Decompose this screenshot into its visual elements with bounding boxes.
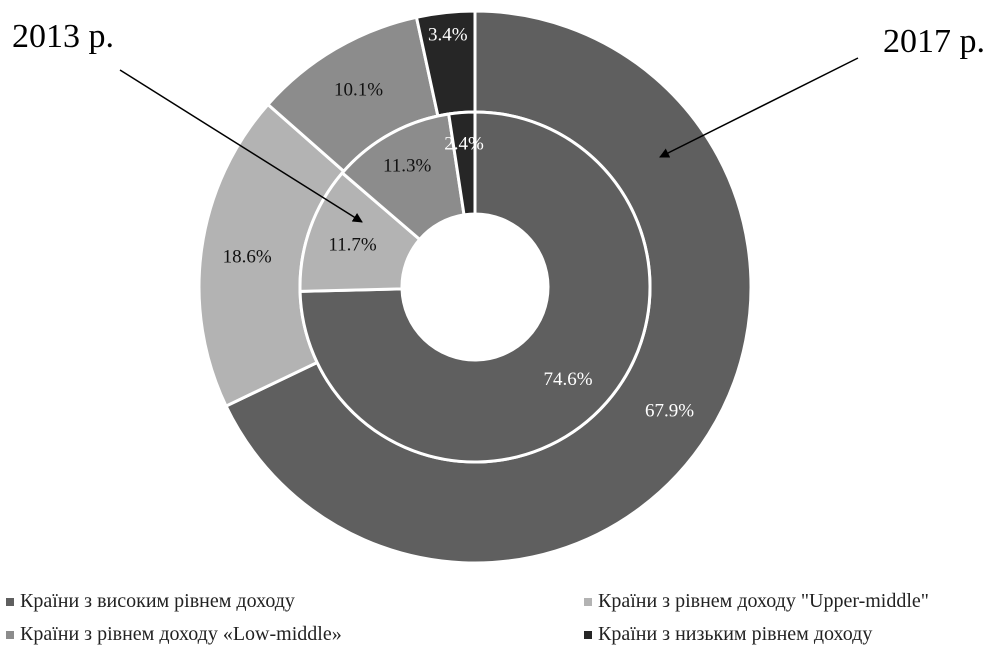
annotation-arrow-2017: [659, 57, 859, 158]
legend-label-upper-middle: Країни з рівнем доходу "Upper-middle": [598, 590, 929, 612]
legend-swatch-upper-middle: [584, 597, 592, 606]
slice-label-outer-upper-middle: 18.6%: [223, 246, 272, 267]
annotation-2013: 2013 р.: [12, 18, 114, 55]
slice-inner-low-income: [447, 110, 477, 217]
slice-inner-high-income: [298, 110, 652, 464]
legend-label-high-income: Країни з високим рівнем доходу: [20, 590, 295, 612]
inner-ring-2013: [298, 110, 652, 464]
legend-item-low-middle: Країни з рівнем доходу «Low-middle»: [6, 623, 342, 646]
legend-item-upper-middle: Країни з рівнем доходу "Upper-middle": [584, 590, 929, 613]
legend-item-low-income: Країни з низьким рівнем доходу: [584, 623, 872, 646]
legend-swatch-low-income: [584, 630, 592, 639]
legend-swatch-high-income: [6, 597, 14, 606]
slice-label-outer-high-income: 67.9%: [645, 401, 694, 422]
outer-ring-2017: [197, 9, 753, 565]
slice-label-inner-high-income: 74.6%: [544, 369, 593, 390]
slice-label-inner-upper-middle: 11.7%: [328, 234, 377, 255]
slice-label-outer-low-income: 3.4%: [428, 24, 468, 45]
legend: Країни з високим рівнем доходу Країни з …: [0, 588, 1000, 654]
slice-label-inner-low-income: 2.4%: [444, 133, 484, 154]
slice-label-outer-low-middle: 10.1%: [334, 80, 383, 101]
legend-swatch-low-middle: [6, 630, 14, 639]
slice-labels: 74.6% 11.7% 11.3% 2.4% 67.9% 18.6% 10.1% 3.4%: [223, 24, 695, 421]
legend-label-low-income: Країни з низьким рівнем доходу: [598, 623, 873, 645]
annotation-2017: 2017 р.: [883, 23, 985, 60]
annotation-arrow-2013: [119, 69, 363, 223]
legend-item-high-income: Країни з високим рівнем доходу: [6, 590, 295, 613]
slice-label-inner-low-middle: 11.3%: [383, 156, 432, 177]
legend-label-low-middle: Країни з рівнем доходу «Low-middle»: [20, 623, 342, 645]
